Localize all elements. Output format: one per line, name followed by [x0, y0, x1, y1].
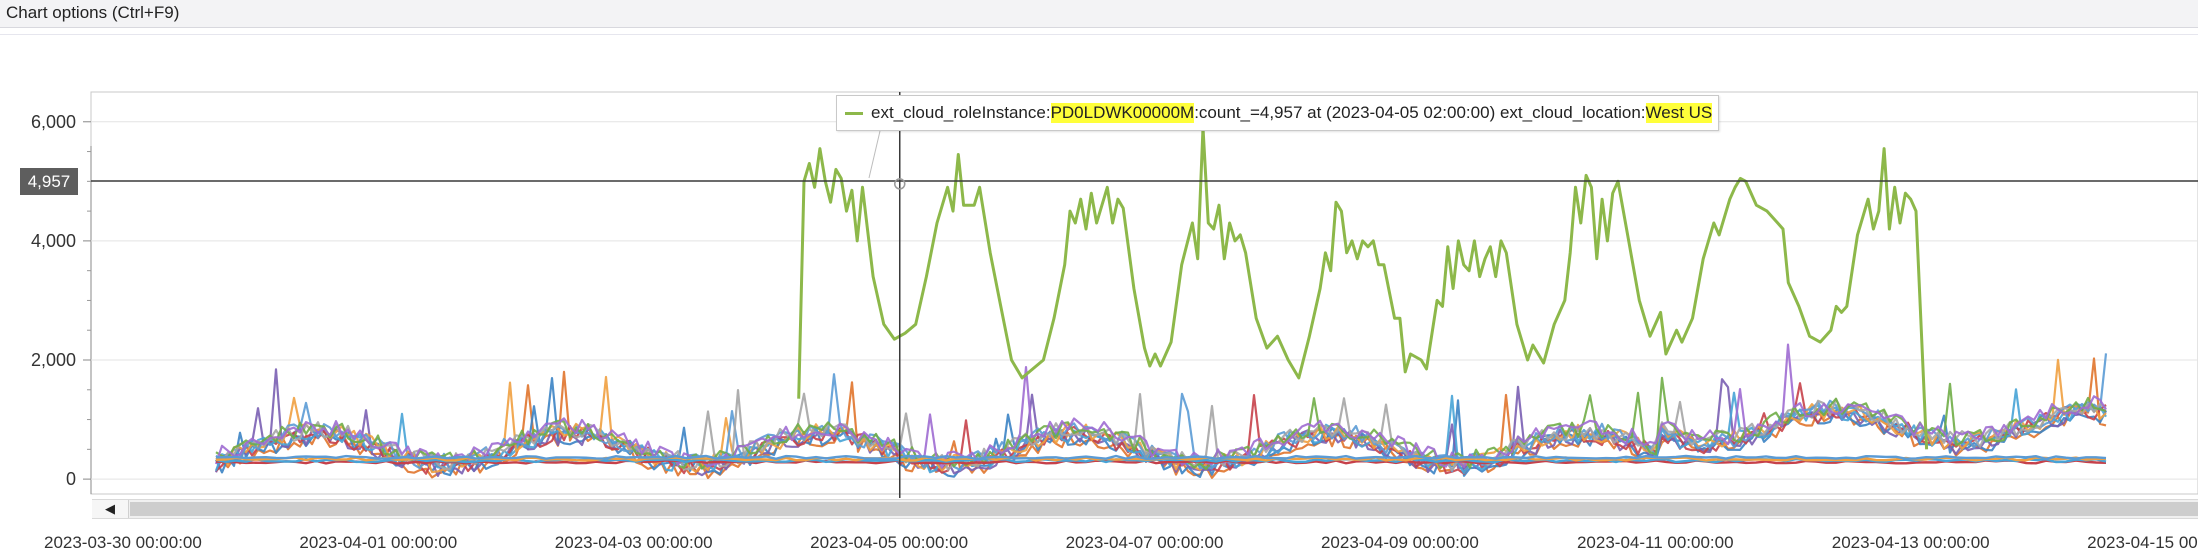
tooltip-prefix: ext_cloud_roleInstance: [871, 103, 1051, 122]
plot-area [90, 91, 2198, 495]
y-tick-label: 0 [66, 469, 76, 489]
background-series [214, 343, 2108, 480]
tooltip-instance-highlight: PD0LDWK00000M [1050, 103, 1195, 123]
x-tick-label: 2023-04-09 00:00:00 [1321, 533, 1479, 552]
toolbar-divider [0, 34, 2198, 35]
y-axis: 0 2,000 4,000 6,000 [31, 112, 91, 489]
hover-tooltip: ext_cloud_roleInstance: PD0LDWK00000M:cou… [836, 95, 1720, 131]
series-lines [797, 126, 1929, 450]
tooltip-middle: :count_=4,957 at (2023-04-05 02:00:00) e… [1194, 103, 1646, 122]
y-tick-label: 2,000 [31, 350, 76, 370]
x-tick-label: 2023-04-03 00:00:00 [555, 533, 713, 552]
x-tick-label: 2023-03-30 00:00:00 [44, 533, 202, 552]
x-tick-label: 2023-04-15 00:00:00 [2087, 533, 2198, 552]
x-axis: 2023-03-30 00:00:00 2023-04-01 00:00:00 20… [44, 533, 2198, 552]
y-tick-label: 4,000 [31, 231, 76, 251]
tooltip-series-swatch [845, 111, 863, 115]
x-tick-label: 2023-04-01 00:00:00 [299, 533, 457, 552]
x-tick-label: 2023-04-07 00:00:00 [1066, 533, 1224, 552]
background-series-line [215, 389, 2107, 472]
x-tick-label: 2023-04-05 00:00:00 [810, 533, 968, 552]
series-line [797, 126, 1929, 450]
tooltip-location-highlight: West US [1645, 103, 1713, 123]
flat-series-line [215, 454, 2107, 461]
tooltip-pointer [868, 130, 881, 179]
scroll-left-arrow-icon[interactable]: ◀ [92, 500, 129, 518]
chart-options-button[interactable]: Chart options (Ctrl+F9) [6, 3, 180, 22]
chart-toolbar: Chart options (Ctrl+F9) [0, 0, 2198, 28]
background-series-line [214, 343, 2107, 469]
x-tick-label: 2023-04-11 00:00:00 [1577, 533, 1734, 552]
crosshair-value-badge: 4,957 [20, 168, 78, 195]
crosshair-marker [893, 178, 906, 190]
horizontal-scrollbar[interactable]: ◀ [92, 499, 2198, 519]
x-tick-label: 2023-04-13 00:00:00 [1832, 533, 1990, 552]
scrollbar-thumb[interactable] [130, 502, 2198, 516]
y-tick-label: 6,000 [31, 112, 76, 132]
